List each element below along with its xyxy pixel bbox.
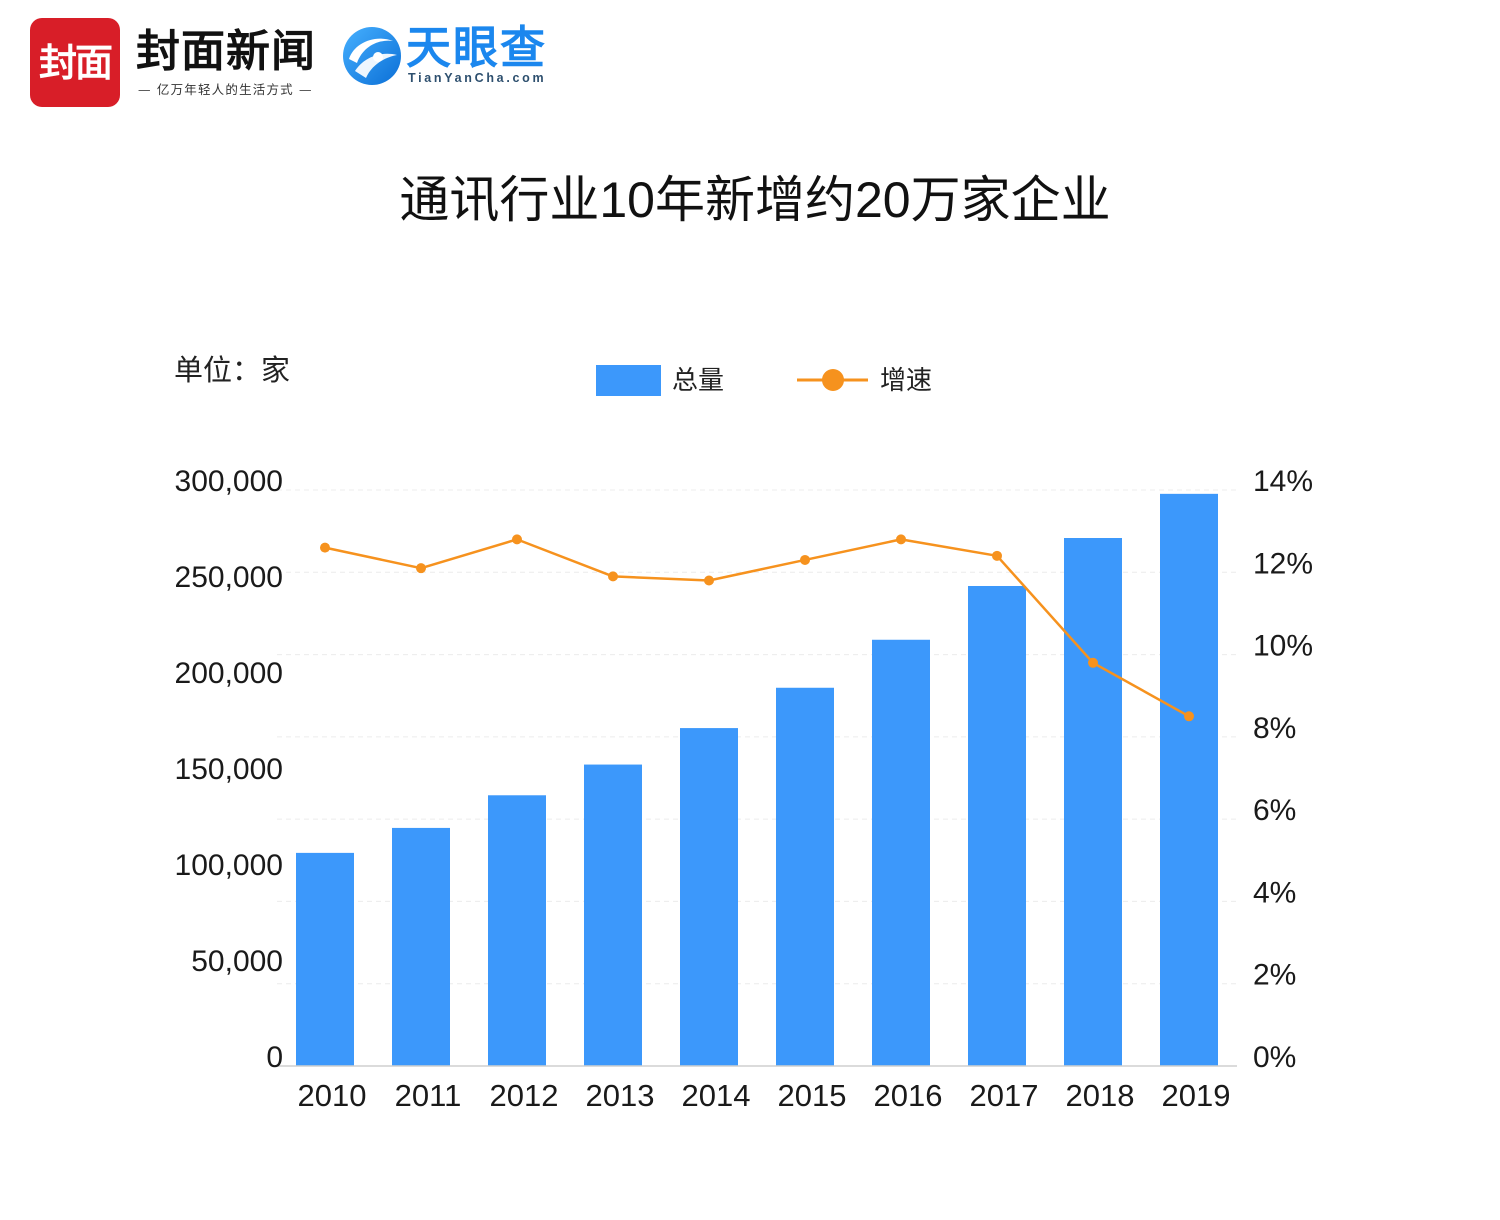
x-tick-label: 2011 [395,1078,462,1113]
growth-point-2016 [896,534,906,545]
chart-title: 通讯行业10年新增约20万家企业 [399,172,1111,228]
unit-label: 单位：家 [174,355,291,387]
y-right-tick-label: 12% [1253,547,1313,580]
y-left-tick-label: 100,000 [175,849,283,882]
y-right-tick-label: 8% [1253,712,1296,745]
growth-point-2012 [512,534,522,545]
y-left-tick-label: 0 [266,1041,283,1074]
y-right-tick-label: 10% [1253,630,1313,663]
fengmian-logo: 封面 [30,18,120,107]
tianyancha-name: 天眼查 [406,22,548,73]
growth-point-2017 [992,550,1002,561]
tianyancha-eye-icon [343,27,401,85]
x-tick-label: 2019 [1162,1078,1231,1113]
growth-point-2013 [608,571,618,582]
gridlines [277,489,1237,985]
growth-point-2015 [800,554,810,565]
y-left-tick-label: 200,000 [175,657,283,690]
bar-2012 [488,795,546,1066]
bar-2015 [776,687,834,1066]
growth-line [324,538,1190,718]
y-axis-right-labels: 0% 2% 4% 6% 8% 10% 12% 14% [1253,465,1313,1074]
fengmian-logo-text: 封面 [38,39,113,85]
line-series-growth [320,534,1194,722]
growth-point-2011 [416,563,426,574]
x-tick-label: 2017 [970,1078,1039,1113]
y-axis-left-labels: 0 50,000 100,000 150,000 200,000 250,000 300,0… [175,465,283,1074]
y-right-tick-label: 2% [1253,959,1296,992]
legend-label-total: 总量 [672,365,725,395]
y-right-tick-label: 14% [1253,465,1313,498]
x-tick-label: 2016 [874,1078,943,1113]
legend-bar-swatch [596,365,661,396]
tianyancha-domain: TianYanCha.com [408,71,547,85]
growth-point-2014 [704,575,714,586]
bar-2018 [1064,538,1122,1066]
growth-point-2018 [1088,657,1098,668]
legend-line-swatch [797,369,868,391]
x-tick-label: 2015 [778,1078,847,1113]
x-tick-label: 2013 [586,1078,655,1113]
growth-point-2010 [320,542,330,553]
y-right-tick-label: 6% [1253,794,1296,827]
bar-2017 [968,586,1026,1066]
fengmian-name: 封面新闻 [136,26,316,77]
bar-series-total [296,493,1218,1067]
y-left-tick-label: 300,000 [175,465,283,498]
x-tick-label: 2012 [490,1078,559,1113]
y-right-tick-label: 4% [1253,876,1296,909]
growth-point-2019 [1184,711,1194,722]
bar-2016 [872,639,930,1066]
bar-2011 [392,827,450,1066]
x-axis-labels: 2010 2011 2012 2013 2014 2015 2016 2017 2018 2019 [298,1078,1231,1113]
bar-2013 [584,764,642,1066]
bar-2010 [296,852,354,1066]
x-tick-label: 2018 [1066,1078,1135,1113]
x-tick-label: 2014 [682,1078,751,1113]
x-tick-label: 2010 [298,1078,367,1113]
y-left-tick-label: 150,000 [175,753,283,786]
bar-2014 [680,728,738,1066]
fengmian-slogan: — 亿万年轻人的生活方式 — [138,82,313,97]
bar-2019 [1160,493,1218,1067]
y-right-tick-label: 0% [1253,1041,1296,1074]
y-left-tick-label: 250,000 [175,561,283,594]
legend-label-growth: 增速 [880,365,933,395]
y-left-tick-label: 50,000 [191,945,283,978]
